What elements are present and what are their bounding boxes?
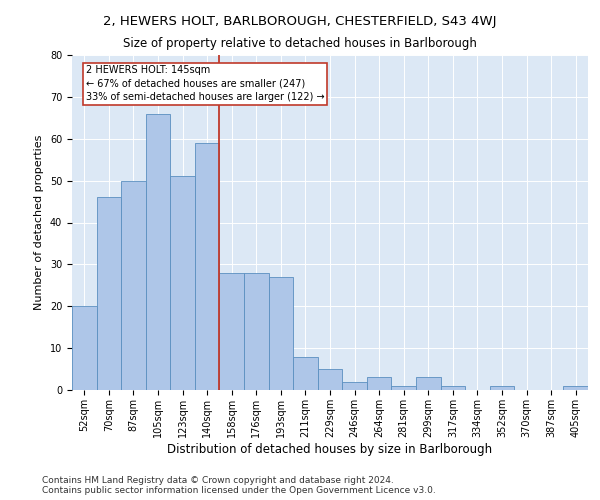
Bar [416, 378, 440, 390]
Text: Contains HM Land Registry data © Crown copyright and database right 2024.
Contai: Contains HM Land Registry data © Crown c… [42, 476, 436, 495]
Bar [490, 386, 514, 390]
Text: 2, HEWERS HOLT, BARLBOROUGH, CHESTERFIELD, S43 4WJ: 2, HEWERS HOLT, BARLBOROUGH, CHESTERFIEL… [103, 15, 497, 28]
Bar [342, 382, 367, 390]
Text: Size of property relative to detached houses in Barlborough: Size of property relative to detached ho… [123, 38, 477, 51]
Y-axis label: Number of detached properties: Number of detached properties [34, 135, 44, 310]
Bar [269, 277, 293, 390]
X-axis label: Distribution of detached houses by size in Barlborough: Distribution of detached houses by size … [167, 442, 493, 456]
Bar [170, 176, 195, 390]
Bar [391, 386, 416, 390]
Bar [195, 143, 220, 390]
Bar [244, 273, 269, 390]
Bar [220, 273, 244, 390]
Bar [367, 378, 391, 390]
Text: 2 HEWERS HOLT: 145sqm
← 67% of detached houses are smaller (247)
33% of semi-det: 2 HEWERS HOLT: 145sqm ← 67% of detached … [86, 66, 324, 102]
Bar [318, 369, 342, 390]
Bar [293, 356, 318, 390]
Bar [121, 180, 146, 390]
Bar [146, 114, 170, 390]
Bar [72, 306, 97, 390]
Bar [97, 198, 121, 390]
Bar [440, 386, 465, 390]
Bar [563, 386, 588, 390]
